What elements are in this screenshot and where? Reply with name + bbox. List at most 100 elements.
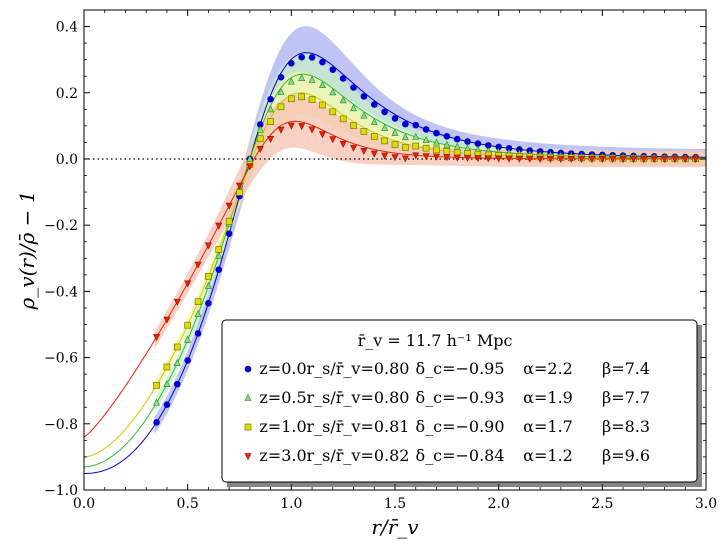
point-z=1.0 [288,95,295,103]
point-z=0.0 [277,73,285,81]
x-tick-label: 3.0 [695,496,717,512]
point-z=0.0 [205,299,212,307]
legend: r̄_v = 11.7 h⁻¹ Mpc z=0.0 r_s/r̄_v=0.80 δ_… [221,319,702,487]
legend-entry-z=3.0: z=3.0 r_s/r̄_v=0.82 δ_c=−0.84 α=1.2 β=9.6 [244,446,650,465]
point-z=0.5 [173,359,181,367]
x-tick-label: 1.0 [280,496,302,512]
point-z=0.0 [474,140,482,147]
point-z=3.0 [671,156,679,164]
point-z=0.0 [360,93,368,100]
point-z=3.0 [578,156,586,163]
point-z=0.0 [443,133,451,140]
point-z=0.0 [391,115,399,122]
y-axis-label: ρ_v(r)/ρ̄ − 1 [15,191,39,311]
point-z=3.0 [598,156,606,164]
point-z=1.0 [339,115,347,123]
point-z=3.0 [267,136,275,144]
point-z=0.0 [329,66,337,73]
point-z=3.0 [287,122,295,130]
point-z=0.0 [194,330,202,337]
point-z=3.0 [432,153,440,161]
point-z=1.0 [422,144,430,152]
point-z=0.0 [288,59,295,67]
point-z=0.5 [422,135,430,143]
point-z=0.5 [318,81,326,89]
point-z=3.0 [619,156,627,164]
data-points [153,53,700,426]
point-z=3.0 [692,156,700,164]
legend-alpha-z=3.0: α=1.2 [523,446,573,465]
point-z=3.0 [536,155,544,163]
point-z=3.0 [422,153,430,161]
point-z=1.0 [194,298,202,305]
point-z=0.5 [360,111,368,119]
point-z=0.5 [287,77,295,85]
point-z=0.0 [350,84,357,91]
point-z=1.0 [391,141,399,148]
point-z=0.0 [298,53,306,61]
point-z=1.0 [267,118,274,125]
point-z=1.0 [277,103,285,111]
point-z=0.0 [370,101,378,108]
point-z=0.0 [402,120,409,128]
point-z=0.0 [215,266,223,274]
legend-dc-z=0.5: δ_c=−0.93 [415,388,504,407]
point-z=3.0 [609,156,617,164]
legend-dc-z=3.0: δ_c=−0.84 [415,446,504,465]
legend-alpha-z=1.0: α=1.7 [523,417,573,436]
legend-rs-z=3.0: r_s/r̄_v=0.82 [307,446,410,465]
point-z=1.0 [443,147,451,155]
point-z=1.0 [153,382,160,389]
point-z=3.0 [443,154,451,162]
point-z=0.0 [464,138,471,145]
point-z=0.0 [412,121,420,129]
point-z=3.0 [236,182,243,190]
legend-entry-z=0.5: z=0.5 r_s/r̄_v=0.80 δ_c=−0.93 α=1.9 β=7.7 [244,388,650,407]
point-z=0.5 [443,140,451,148]
legend-z-z=0.5: z=0.5 [259,388,306,407]
point-z=3.0 [184,280,192,288]
point-z=0.0 [381,108,388,116]
point-z=3.0 [298,123,306,131]
point-z=3.0 [640,156,648,164]
point-z=0.0 [453,135,461,143]
point-z=0.5 [381,123,389,131]
y-tick-label: 0.0 [56,152,78,168]
point-z=0.5 [308,75,316,83]
point-z=3.0 [204,242,212,250]
point-z=1.0 [215,246,223,253]
point-z=3.0 [547,155,554,163]
legend-beta-z=0.5: β=7.7 [602,388,650,407]
point-z=0.5 [153,398,161,406]
x-tick-label: 2.0 [488,496,510,512]
point-z=3.0 [661,156,669,164]
point-z=1.0 [453,149,461,156]
point-z=1.0 [329,108,337,116]
legend-box [221,319,698,483]
point-z=0.0 [174,380,181,388]
axes: 0.0 0.5 1.0 1.5 2.0 2.5 3.0 −1.0 −0.8 −0.6 −0.4 −0.… [15,9,717,539]
point-z=1.0 [319,101,326,109]
legend-entry-z=0.0: z=0.0 r_s/r̄_v=0.80 δ_c=−0.95 α=2.2 β=7.4 [244,359,650,378]
point-z=3.0 [567,155,575,163]
point-z=0.5 [256,125,264,133]
point-z=3.0 [681,156,689,164]
point-z=0.5 [215,251,223,259]
point-z=0.0 [225,230,233,237]
point-z=0.5 [204,281,212,289]
point-z=3.0 [495,155,503,163]
legend-z-z=0.0: z=0.0 [259,359,306,378]
point-z=0.0 [339,75,347,82]
point-z=0.5 [370,118,378,126]
point-z=3.0 [629,156,637,164]
point-z=0.0 [184,357,191,364]
point-z=1.0 [298,93,306,101]
point-z=1.0 [184,321,191,329]
point-z=1.0 [350,122,357,129]
point-z=3.0 [194,261,202,269]
point-z=3.0 [484,155,492,163]
legend-title: r̄_v = 11.7 h⁻¹ Mpc [358,331,513,350]
point-z=3.0 [163,316,171,324]
legend-beta-z=3.0: β=9.6 [602,446,650,465]
point-z=3.0 [308,126,316,134]
